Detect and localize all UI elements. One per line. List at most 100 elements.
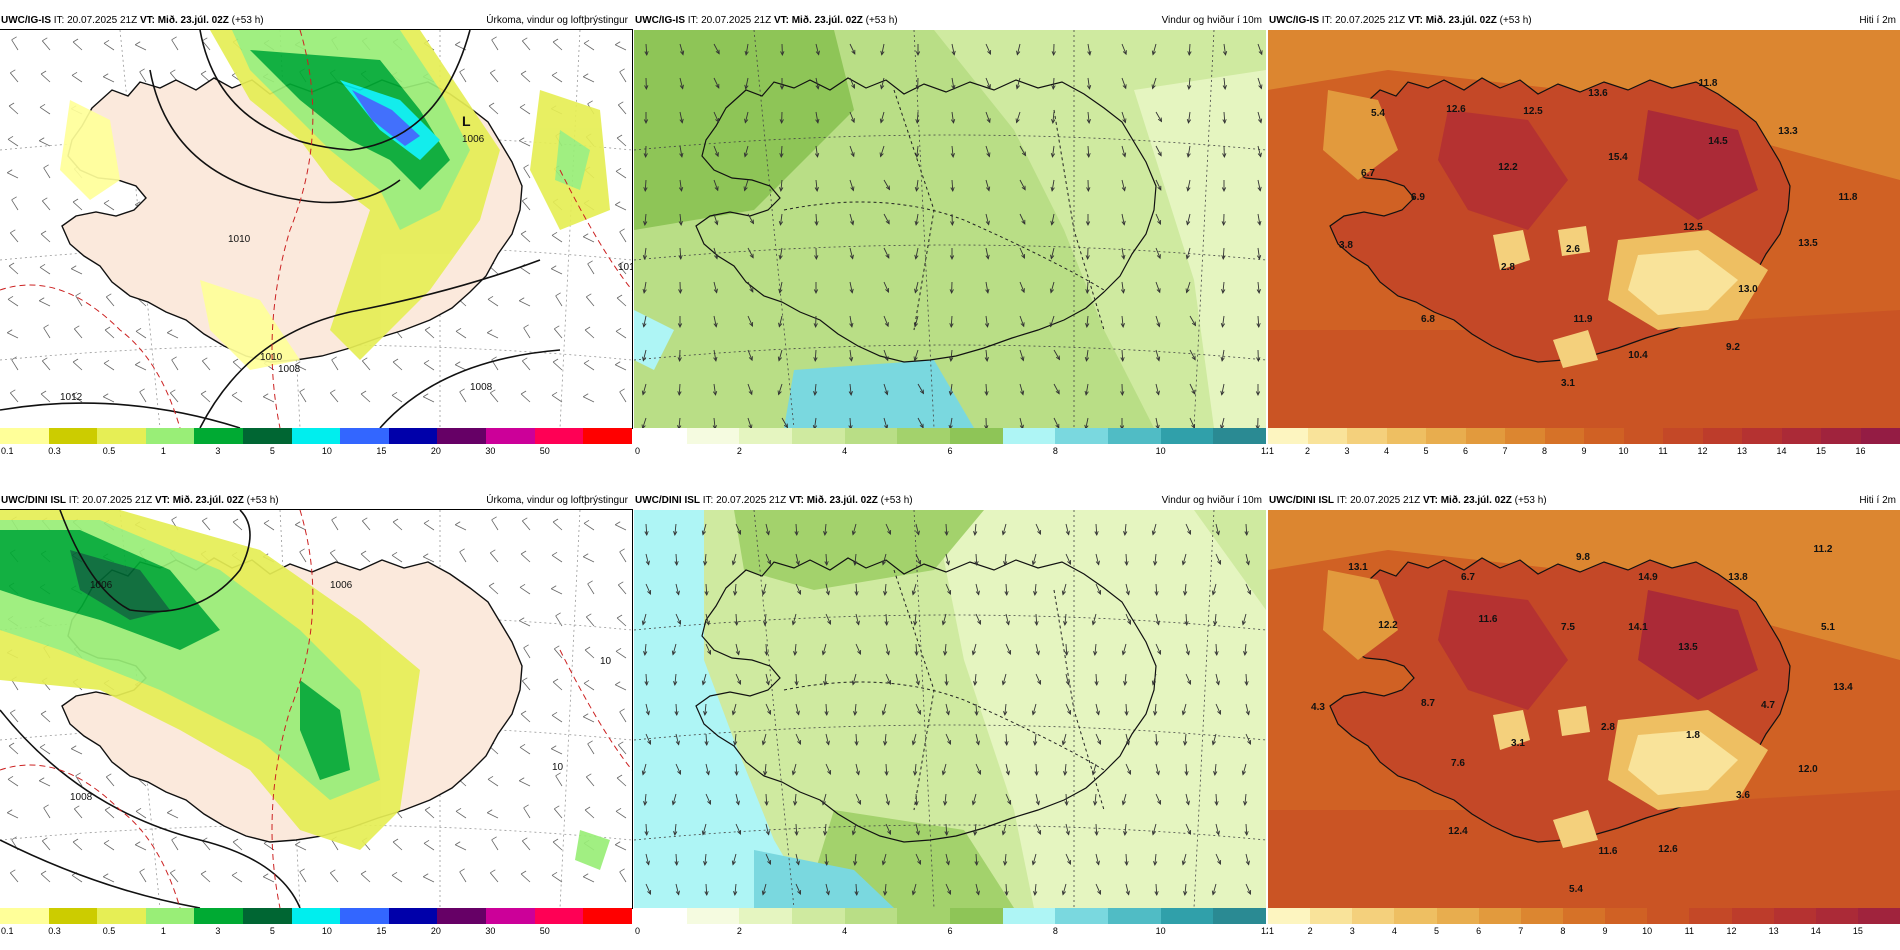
- init-time: IT: 20.07.2025 21Z: [1334, 495, 1423, 506]
- colorbar-swatch: [634, 908, 687, 924]
- map[interactable]: 5.4 12.6 12.5 13.6 11.8 6.7 12.2 15.4 14.5 13.3 6.…: [1268, 30, 1900, 428]
- colorbar-swatch: [1647, 908, 1690, 924]
- colorbar-swatch: [1002, 428, 1056, 444]
- colorbar-tick-label: 10: [1155, 446, 1166, 456]
- colorbar-tick-label: 12: [1726, 926, 1737, 936]
- map[interactable]: 1006 1006 1008 10 10: [0, 509, 633, 909]
- lead-time: (+53 h): [243, 495, 279, 506]
- isobar-label: 10: [600, 656, 612, 667]
- temperature-label: 6.7: [1461, 572, 1475, 583]
- temperature-label: 12.5: [1683, 222, 1703, 233]
- map[interactable]: [634, 510, 1266, 908]
- colorbar-tick-label: 0: [635, 926, 641, 936]
- colorbar-swatch: [844, 908, 898, 924]
- colorbar-tick-label: 13: [1736, 446, 1748, 456]
- panel-header: UWC/DINI ISL IT: 20.07.2025 21Z VT: Mið.…: [0, 492, 632, 510]
- colorbar-swatch: [844, 428, 898, 444]
- colorbar-tick-label: 5: [269, 446, 275, 456]
- colorbar-swatch: [291, 908, 341, 924]
- colorbar-swatch: [1055, 908, 1109, 924]
- colorbar-tick-label: 12: [1697, 446, 1708, 456]
- colorbar-swatch: [1781, 428, 1821, 444]
- colorbar-swatch: [1663, 428, 1703, 444]
- colorbar-swatch: [486, 428, 535, 444]
- lead-time: (+53 h): [862, 15, 898, 26]
- colorbar-tick-label: 7: [1518, 926, 1524, 936]
- temperature-label: 2.8: [1601, 722, 1615, 733]
- temperature-label: 11.2: [1814, 544, 1833, 555]
- colorbar-swatch: [1055, 428, 1109, 444]
- colorbar-swatch: [1731, 908, 1774, 924]
- colorbar-tick-label: 8: [1541, 446, 1548, 456]
- graticule: [634, 510, 1266, 908]
- colorbar-tick-label: 20: [430, 446, 441, 456]
- colorbar-tick-label: 16: [1855, 446, 1866, 456]
- wind-arrows: [641, 523, 1252, 897]
- lead-time: (+53 h): [877, 495, 913, 506]
- colorbar-swatch: [1465, 428, 1505, 444]
- colorbar-swatch: [1544, 428, 1584, 444]
- colorbar-swatch: [739, 908, 793, 924]
- lead-time: (+53 h): [1511, 495, 1547, 506]
- colorbar-swatch: [340, 908, 389, 924]
- temperature-label: 12.6: [1658, 844, 1678, 855]
- colorbar-tick-label: 0.3: [48, 926, 61, 936]
- temperature-label: 10.4: [1628, 350, 1648, 361]
- colorbar-tick-label: 0.3: [48, 446, 61, 456]
- panel-header: UWC/IG-IS IT: 20.07.2025 21Z VT: Mið. 23…: [634, 12, 1266, 30]
- init-time: IT: 20.07.2025 21Z: [1319, 15, 1408, 26]
- colorbar-swatch: [1623, 428, 1663, 444]
- temperature-label: 7.5: [1561, 622, 1575, 633]
- temperature-label: 13.8: [1728, 572, 1748, 583]
- colorbar-swatch: [1605, 908, 1648, 924]
- colorbar-swatch: [486, 908, 535, 924]
- panel-title: Úrkoma, vindur og loftþrýstingur: [486, 15, 628, 26]
- colorbar-tick-label: 3: [215, 926, 221, 936]
- map[interactable]: [634, 30, 1266, 428]
- temperature-label: 13.6: [1588, 88, 1608, 99]
- precip-map-svg: 1006101010101012100810081010L: [0, 30, 632, 428]
- map-labels: 1006101010101012100810081010L: [60, 113, 632, 403]
- init-time: IT: 20.07.2025 21Z: [685, 15, 774, 26]
- model-name: UWC/IG-IS: [1269, 15, 1319, 26]
- valid-time: VT: Mið. 23.júl. 02Z: [788, 495, 878, 506]
- colorbar-swatch: [1213, 428, 1267, 444]
- model-name: UWC/DINI ISL: [635, 495, 700, 506]
- colorbar-swatch: [1268, 908, 1311, 924]
- temperature-label: 12.5: [1523, 106, 1543, 117]
- temperature-label: 7.6: [1451, 758, 1465, 769]
- colorbar-swatch: [291, 428, 341, 444]
- temperature-label: 3.1: [1511, 738, 1525, 749]
- colorbar-swatch: [686, 908, 740, 924]
- colorbar-tick-label: 13: [1768, 926, 1779, 936]
- map[interactable]: 13.1 6.7 9.8 14.9 13.8 11.2 12.2 11.6 7.5 14.1 13.…: [1268, 510, 1900, 908]
- temperature-label: 14.9: [1638, 572, 1658, 583]
- wind-panel-dini: UWC/DINI ISL IT: 20.07.2025 21Z VT: Mið.…: [634, 492, 1271, 940]
- map[interactable]: 1006101010101012100810081010L: [0, 29, 633, 429]
- colorbar-swatch: [1478, 908, 1521, 924]
- colorbar-tick-label: 14: [1810, 926, 1821, 936]
- colorbar-tick-label: 15: [1852, 926, 1863, 936]
- isobar-label: 1006: [330, 580, 353, 591]
- colorbar-tick-label: 5: [1434, 926, 1440, 936]
- colorbar-tick-label: 4: [842, 926, 848, 936]
- isobar-label: 1008: [70, 792, 93, 803]
- valid-time: VT: Mið. 23.júl. 02Z: [1422, 495, 1512, 506]
- colorbar-swatch: [97, 428, 146, 444]
- temperature-label: 4.3: [1311, 702, 1325, 713]
- temperature-label: 12.4: [1448, 826, 1468, 837]
- colorbar-swatch: [437, 908, 487, 924]
- temperature-isotherms: [0, 510, 632, 908]
- colorbar-swatch: [534, 428, 584, 444]
- temperature-label: 2.8: [1501, 262, 1515, 273]
- colorbar-swatch: [48, 428, 98, 444]
- temperature-label: 13.1: [1348, 562, 1368, 573]
- init-time: IT: 20.07.2025 21Z: [700, 495, 789, 506]
- colorbar-swatch: [243, 428, 292, 444]
- colorbar-tick-label: 12: [1260, 926, 1272, 936]
- colorbar-tick-label: 5: [269, 926, 275, 936]
- wind-map-svg: [634, 30, 1266, 428]
- colorbar-tick-label: 1: [160, 926, 166, 936]
- colorbar-tick-label: 10: [1618, 446, 1629, 456]
- model-name: UWC/IG-IS: [635, 15, 685, 26]
